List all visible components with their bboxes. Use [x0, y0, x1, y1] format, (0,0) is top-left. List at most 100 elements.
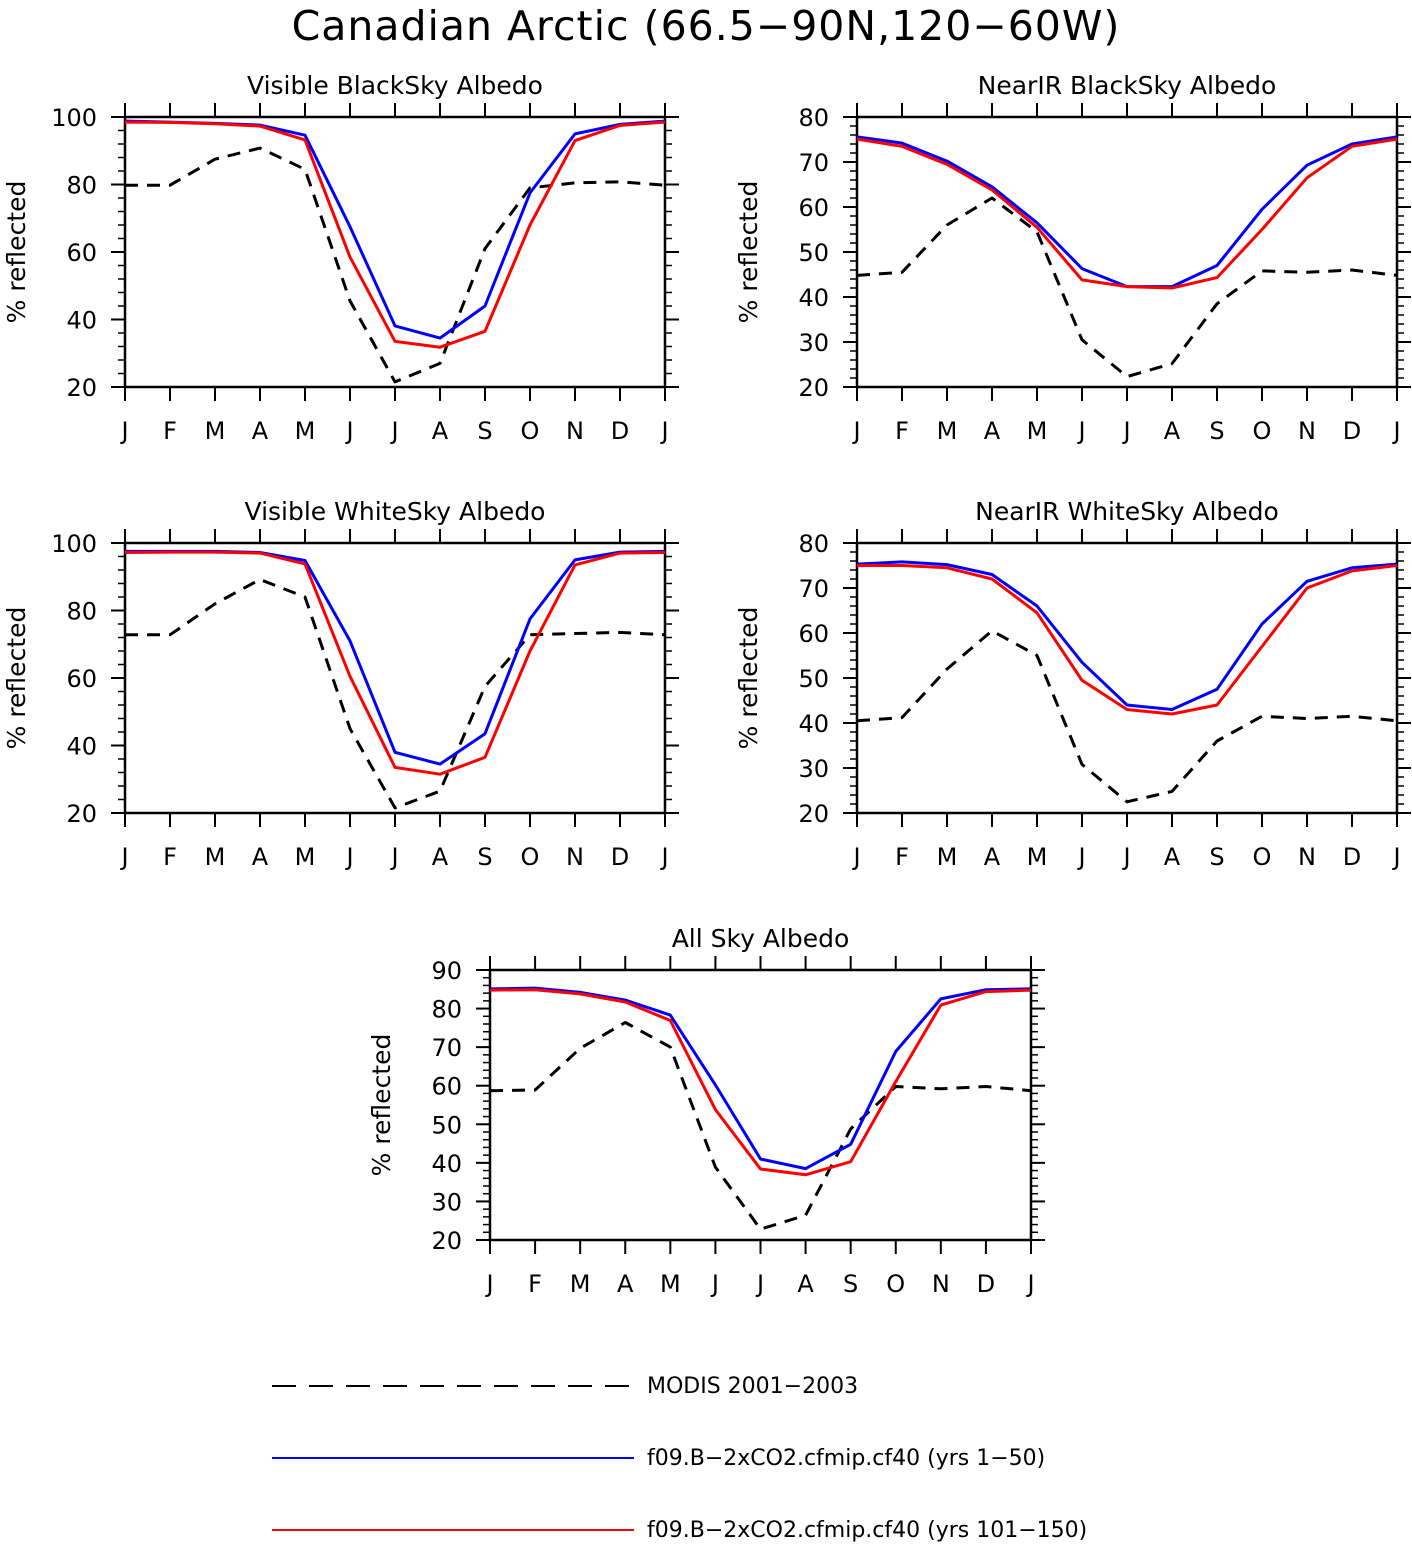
- legend-item-run1: f09.B−2xCO2.cfmip.cf40 (yrs 1−50): [270, 1444, 1170, 1474]
- series-line-run1: [489, 986, 1032, 1171]
- x-tick-label: M: [937, 417, 958, 445]
- y-tick-label: 20: [431, 1227, 462, 1255]
- y-axis-label: % reflected: [367, 1034, 396, 1177]
- legend-label-run2: f09.B−2xCO2.cfmip.cf40 (yrs 101−150): [647, 1518, 1088, 1543]
- x-tick-label: J: [1391, 843, 1400, 871]
- figure-title: Canadian Arctic (66.5−90N,120−60W): [291, 2, 1121, 50]
- x-tick-label: F: [895, 417, 909, 445]
- chart-title: NearIR WhiteSky Albedo: [975, 497, 1279, 526]
- x-tick-label: S: [477, 417, 492, 445]
- x-tick-label: M: [205, 417, 226, 445]
- x-tick-label: J: [344, 843, 353, 871]
- x-tick-label: J: [710, 1270, 719, 1298]
- series-line-run1: [124, 119, 666, 340]
- y-tick-label: 50: [798, 239, 829, 267]
- x-tick-label: A: [984, 417, 1001, 445]
- y-tick-label: 40: [431, 1150, 462, 1178]
- x-tick-label: O: [886, 1270, 905, 1298]
- x-tick-label: M: [205, 843, 226, 871]
- y-tick-label: 20: [798, 374, 829, 402]
- series-line-run1: [125, 549, 666, 766]
- x-tick-label: J: [851, 417, 860, 445]
- y-tick-label: 80: [798, 104, 829, 132]
- x-tick-label: A: [1164, 843, 1181, 871]
- x-tick-label: J: [755, 1270, 764, 1298]
- y-tick-label: 100: [51, 530, 97, 558]
- y-axis-label: % reflected: [734, 607, 763, 750]
- x-tick-label: N: [566, 843, 584, 871]
- x-tick-label: A: [432, 843, 449, 871]
- x-tick-label: F: [163, 843, 177, 871]
- x-tick-label: F: [163, 417, 177, 445]
- x-tick-label: J: [851, 843, 860, 871]
- series-line-modis: [125, 578, 666, 810]
- plot-frame: [123, 115, 667, 389]
- x-tick-label: J: [659, 843, 668, 871]
- legend-line-run2: [272, 1529, 634, 1531]
- y-tick-label: 40: [66, 307, 97, 335]
- series-line-run2: [856, 137, 1398, 290]
- x-tick-label: J: [484, 1270, 493, 1298]
- x-tick-label: N: [1298, 417, 1316, 445]
- series-line-run1: [856, 560, 1398, 711]
- series-line-modis: [856, 629, 1398, 804]
- legend-line-run1: [272, 1457, 634, 1459]
- x-tick-label: A: [984, 843, 1001, 871]
- y-tick-label: 60: [798, 620, 829, 648]
- x-tick-label: D: [1343, 417, 1361, 445]
- y-tick-label: 30: [798, 329, 829, 357]
- chart-title: NearIR BlackSky Albedo: [978, 71, 1277, 100]
- x-tick-label: J: [389, 843, 398, 871]
- chart-title: All Sky Albedo: [672, 924, 850, 953]
- x-tick-label: M: [937, 843, 958, 871]
- x-tick-label: F: [895, 843, 909, 871]
- y-tick-label: 60: [431, 1073, 462, 1101]
- x-tick-label: O: [1253, 843, 1272, 871]
- x-tick-label: J: [1391, 417, 1400, 445]
- y-tick-label: 100: [51, 104, 97, 132]
- series-line-modis: [856, 196, 1398, 379]
- x-tick-label: S: [477, 843, 492, 871]
- y-tick-label: 20: [798, 800, 829, 828]
- y-tick-label: 50: [798, 665, 829, 693]
- x-tick-label: J: [119, 417, 128, 445]
- x-tick-label: M: [295, 843, 316, 871]
- chart-title: Visible BlackSky Albedo: [247, 71, 543, 100]
- y-tick-label: 70: [798, 575, 829, 603]
- y-axis-label: % reflected: [2, 607, 31, 750]
- x-tick-label: A: [252, 843, 269, 871]
- y-tick-label: 30: [798, 755, 829, 783]
- x-tick-label: F: [528, 1270, 542, 1298]
- y-tick-label: 60: [66, 665, 97, 693]
- x-tick-label: M: [570, 1270, 591, 1298]
- x-tick-label: A: [797, 1270, 814, 1298]
- x-tick-label: O: [1253, 417, 1272, 445]
- legend-line-modis: [272, 1385, 632, 1387]
- x-tick-label: M: [660, 1270, 681, 1298]
- y-tick-label: 20: [66, 800, 97, 828]
- x-tick-label: N: [932, 1270, 950, 1298]
- x-tick-label: O: [521, 843, 540, 871]
- y-tick-label: 20: [66, 374, 97, 402]
- x-tick-label: J: [1025, 1270, 1034, 1298]
- x-tick-label: J: [1076, 417, 1085, 445]
- y-tick-label: 80: [66, 598, 97, 626]
- plot-frame: [123, 541, 667, 815]
- x-tick-label: A: [432, 417, 449, 445]
- x-tick-label: M: [295, 417, 316, 445]
- x-tick-label: N: [566, 417, 584, 445]
- legend-item-run2: f09.B−2xCO2.cfmip.cf40 (yrs 101−150): [270, 1516, 1170, 1546]
- x-tick-label: N: [1298, 843, 1316, 871]
- x-tick-label: S: [843, 1270, 858, 1298]
- plot-frame: [488, 968, 1033, 1242]
- x-tick-label: D: [611, 843, 629, 871]
- x-tick-label: J: [389, 417, 398, 445]
- x-tick-label: A: [1164, 417, 1181, 445]
- x-tick-label: J: [1121, 843, 1130, 871]
- x-tick-label: M: [1027, 417, 1048, 445]
- x-tick-label: M: [1027, 843, 1048, 871]
